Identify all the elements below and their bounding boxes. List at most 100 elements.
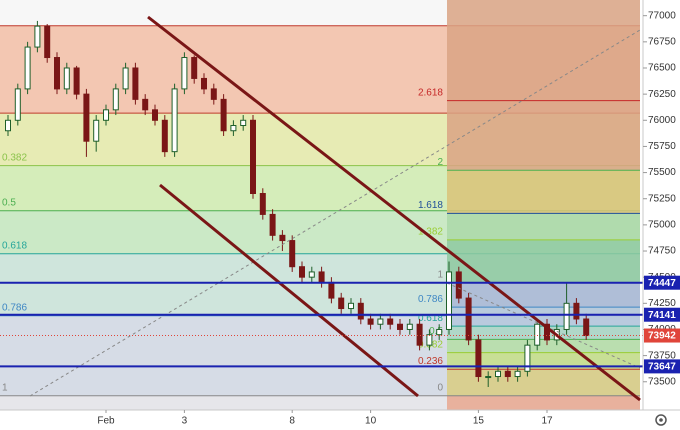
drawings: [0, 15, 643, 402]
candle-body: [465, 297, 472, 341]
fib-label: 0.786: [2, 302, 27, 313]
fib-band: [447, 0, 640, 101]
fib-label: 1: [437, 270, 443, 281]
candle-body: [269, 213, 276, 236]
fib-band: [447, 213, 640, 240]
price-label-box: [644, 275, 680, 290]
candle-body: [34, 25, 41, 48]
y-tick-label: 76000: [648, 115, 676, 126]
fib-band: [447, 307, 640, 327]
candle-body: [377, 318, 384, 325]
x-tick-label: 8: [289, 416, 295, 427]
price-label-box: [644, 307, 680, 322]
candle-body: [171, 88, 178, 153]
candle-body: [24, 46, 31, 90]
x-tick-label: 17: [541, 416, 553, 427]
candle-body: [83, 93, 90, 142]
candle-body: [583, 318, 590, 337]
y-tick-label: 77000: [648, 10, 676, 21]
price-label-box: [644, 328, 680, 343]
fib-band: [447, 100, 640, 171]
candle-body: [563, 302, 570, 330]
candle-body: [495, 370, 501, 378]
candle-body: [122, 67, 129, 90]
candle-body: [504, 370, 511, 378]
candle-body: [112, 88, 119, 111]
y-tick-label: 76250: [648, 89, 676, 100]
candle-body: [250, 119, 256, 194]
candle-body: [259, 192, 266, 215]
candle-body: [436, 328, 443, 336]
trend-line: [147, 15, 641, 402]
candle-body: [318, 271, 325, 283]
gear[interactable]: [655, 414, 667, 426]
candle-body: [573, 302, 580, 320]
y-tick-label: 75750: [648, 141, 676, 152]
candle-body: [328, 281, 335, 299]
fib-label: 2.618: [418, 87, 443, 98]
candle-body: [63, 67, 70, 90]
fib-label: 0.5: [2, 197, 16, 208]
candle-body: [406, 323, 413, 330]
y-tick-label: 74250: [648, 298, 676, 309]
candle-body: [279, 234, 286, 242]
y-tick-label: 73750: [648, 350, 676, 361]
y-tick-label: 74750: [648, 246, 676, 257]
candle-body: [416, 323, 423, 346]
candle-body: [5, 119, 11, 132]
candle-body: [240, 119, 247, 127]
fib-label: 2: [437, 157, 443, 168]
candle-body: [397, 323, 403, 330]
candle-body: [14, 88, 21, 121]
candle-body: [161, 119, 168, 153]
candle-body: [387, 318, 394, 325]
candle-body: [201, 77, 207, 90]
y-tick-label: 75000: [648, 220, 676, 231]
candle-body: [191, 57, 198, 79]
y-tick-label: 75500: [648, 167, 676, 178]
fib-band: [447, 326, 640, 340]
candle-body: [44, 25, 51, 59]
candle-body: [103, 109, 109, 121]
fib-label: 0.236: [418, 356, 443, 367]
fib-band: [447, 395, 640, 410]
price-label: 74141: [648, 310, 676, 321]
x-tick-label: 15: [473, 416, 485, 427]
trend-line: [29, 29, 641, 397]
candle-body: [132, 67, 139, 100]
candle-body: [220, 98, 227, 132]
price-label: 74447: [648, 278, 676, 289]
candle-body: [54, 57, 60, 90]
candle-body: [524, 344, 531, 372]
y-tick-label: 76750: [648, 36, 676, 47]
candle-body: [93, 119, 100, 142]
price-label: 73942: [648, 331, 676, 342]
candle-body: [142, 98, 149, 111]
fib-label: 0: [437, 382, 443, 393]
candle-body: [308, 271, 315, 278]
fib-label: 0.786: [418, 294, 443, 305]
fib-label: 0.618: [2, 240, 27, 251]
candle-body: [181, 57, 188, 90]
settings-icon[interactable]: [655, 414, 667, 426]
candle-body: [299, 266, 305, 278]
fib-label: 1.382: [418, 227, 443, 238]
candle-body: [348, 302, 354, 310]
candle-body: [485, 376, 492, 379]
gear-center[interactable]: [659, 418, 663, 422]
fib-band: [447, 170, 640, 214]
candle-body: [73, 67, 80, 95]
candle-body: [357, 302, 364, 320]
candle-body: [544, 323, 550, 341]
trend-line: [159, 183, 419, 398]
trend-line: [446, 282, 641, 369]
candle-body: [426, 334, 433, 346]
candle-body: [230, 125, 237, 132]
y-tick-label: 73500: [648, 376, 676, 387]
plot-area: FUTURES (MAR 2021)0.3820.50.6180.786100.…: [0, 0, 640, 410]
fib-label: 1: [2, 382, 8, 393]
fib-band: [447, 283, 640, 308]
y-tick-label: 76500: [648, 63, 676, 74]
candle-body: [289, 240, 296, 268]
